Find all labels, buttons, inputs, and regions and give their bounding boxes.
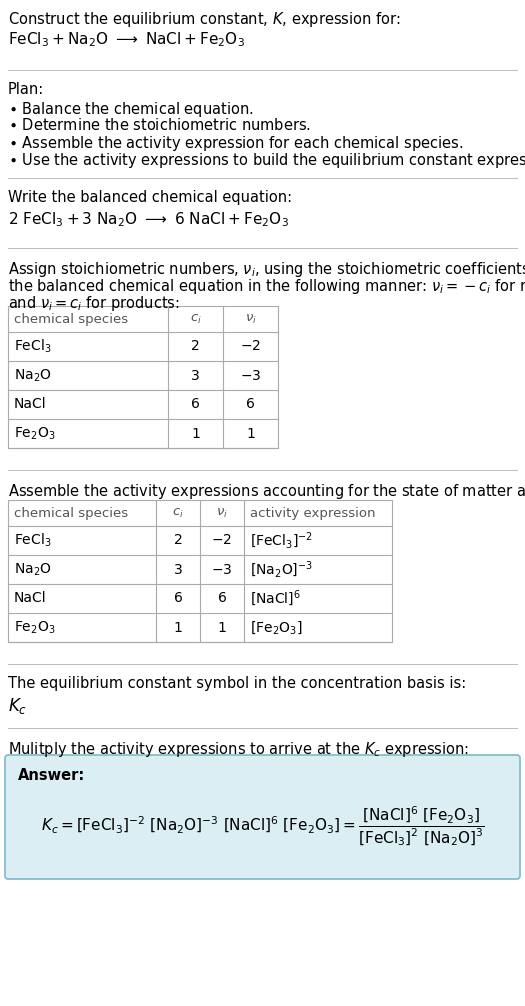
Text: 1: 1: [217, 621, 226, 635]
FancyBboxPatch shape: [5, 754, 520, 879]
Text: Assemble the activity expressions accounting for the state of matter and $\nu_i$: Assemble the activity expressions accoun…: [8, 482, 525, 501]
Text: $\mathrm{Na_2O}$: $\mathrm{Na_2O}$: [14, 367, 52, 383]
Text: 6: 6: [246, 397, 255, 411]
Text: $-3$: $-3$: [240, 368, 261, 382]
Text: NaCl: NaCl: [14, 592, 47, 606]
Text: $\mathrm{Fe_2O_3}$: $\mathrm{Fe_2O_3}$: [14, 620, 56, 636]
Text: $\bullet$ Use the activity expressions to build the equilibrium constant express: $\bullet$ Use the activity expressions t…: [8, 151, 525, 170]
Text: 3: 3: [191, 368, 200, 382]
Text: chemical species: chemical species: [14, 506, 128, 519]
Text: The equilibrium constant symbol in the concentration basis is:: The equilibrium constant symbol in the c…: [8, 676, 466, 691]
Text: Assign stoichiometric numbers, $\nu_i$, using the stoichiometric coefficients, $: Assign stoichiometric numbers, $\nu_i$, …: [8, 260, 525, 279]
Text: 1: 1: [191, 427, 200, 441]
Text: $K_c = [\mathrm{FeCl_3}]^{-2}\ [\mathrm{Na_2O}]^{-3}\ [\mathrm{NaCl}]^6\ [\mathr: $K_c = [\mathrm{FeCl_3}]^{-2}\ [\mathrm{…: [40, 804, 485, 848]
Text: activity expression: activity expression: [250, 506, 375, 519]
Text: $c_i$: $c_i$: [190, 313, 202, 326]
Text: $\nu_i$: $\nu_i$: [216, 506, 228, 519]
Text: $\mathrm{Fe_2O_3}$: $\mathrm{Fe_2O_3}$: [14, 426, 56, 442]
Bar: [8, 306, 278, 448]
Text: $2\ \mathrm{FeCl_3 + 3\ Na_2O\ \longrightarrow\ 6\ NaCl + Fe_2O_3}$: $2\ \mathrm{FeCl_3 + 3\ Na_2O\ \longrigh…: [8, 210, 289, 228]
Text: $\bullet$ Balance the chemical equation.: $\bullet$ Balance the chemical equation.: [8, 100, 254, 119]
Text: Write the balanced chemical equation:: Write the balanced chemical equation:: [8, 190, 292, 205]
Text: $[\mathrm{Na_2O}]^{-3}$: $[\mathrm{Na_2O}]^{-3}$: [250, 559, 313, 579]
Text: $[\mathrm{FeCl_3}]^{-2}$: $[\mathrm{FeCl_3}]^{-2}$: [250, 530, 313, 550]
Text: chemical species: chemical species: [14, 313, 128, 326]
Text: 6: 6: [217, 592, 226, 606]
Text: the balanced chemical equation in the following manner: $\nu_i = -c_i$ for react: the balanced chemical equation in the fo…: [8, 277, 525, 296]
Text: Plan:: Plan:: [8, 82, 44, 97]
Text: 3: 3: [174, 562, 182, 576]
Text: 2: 2: [174, 533, 182, 547]
Text: Answer:: Answer:: [18, 768, 85, 783]
Text: NaCl: NaCl: [14, 397, 47, 411]
Text: $\mathrm{FeCl_3}$: $\mathrm{FeCl_3}$: [14, 338, 51, 355]
Bar: [8, 500, 392, 642]
Text: $-3$: $-3$: [212, 562, 233, 576]
Text: 2: 2: [191, 339, 200, 353]
Text: Construct the equilibrium constant, $K$, expression for:: Construct the equilibrium constant, $K$,…: [8, 10, 401, 29]
Text: $\bullet$ Determine the stoichiometric numbers.: $\bullet$ Determine the stoichiometric n…: [8, 117, 311, 133]
Text: $\mathrm{FeCl_3}$: $\mathrm{FeCl_3}$: [14, 532, 51, 549]
Text: $\bullet$ Assemble the activity expression for each chemical species.: $\bullet$ Assemble the activity expressi…: [8, 134, 464, 153]
Text: $\nu_i$: $\nu_i$: [245, 313, 257, 326]
Text: $\mathrm{FeCl_3 + Na_2O\ \longrightarrow\ NaCl + Fe_2O_3}$: $\mathrm{FeCl_3 + Na_2O\ \longrightarrow…: [8, 30, 245, 48]
Text: 6: 6: [174, 592, 183, 606]
Text: $c_i$: $c_i$: [172, 506, 184, 519]
Text: 1: 1: [246, 427, 255, 441]
Text: 1: 1: [174, 621, 183, 635]
Text: Mulitply the activity expressions to arrive at the $K_c$ expression:: Mulitply the activity expressions to arr…: [8, 740, 469, 759]
Text: and $\nu_i = c_i$ for products:: and $\nu_i = c_i$ for products:: [8, 294, 180, 313]
Text: $[\mathrm{Fe_2O_3}]$: $[\mathrm{Fe_2O_3}]$: [250, 619, 302, 636]
Text: $-2$: $-2$: [240, 339, 261, 353]
Text: $-2$: $-2$: [212, 533, 233, 547]
Text: $\mathrm{Na_2O}$: $\mathrm{Na_2O}$: [14, 561, 52, 577]
Text: $K_c$: $K_c$: [8, 696, 27, 716]
Text: 6: 6: [191, 397, 200, 411]
Text: $[\mathrm{NaCl}]^{6}$: $[\mathrm{NaCl}]^{6}$: [250, 589, 301, 609]
